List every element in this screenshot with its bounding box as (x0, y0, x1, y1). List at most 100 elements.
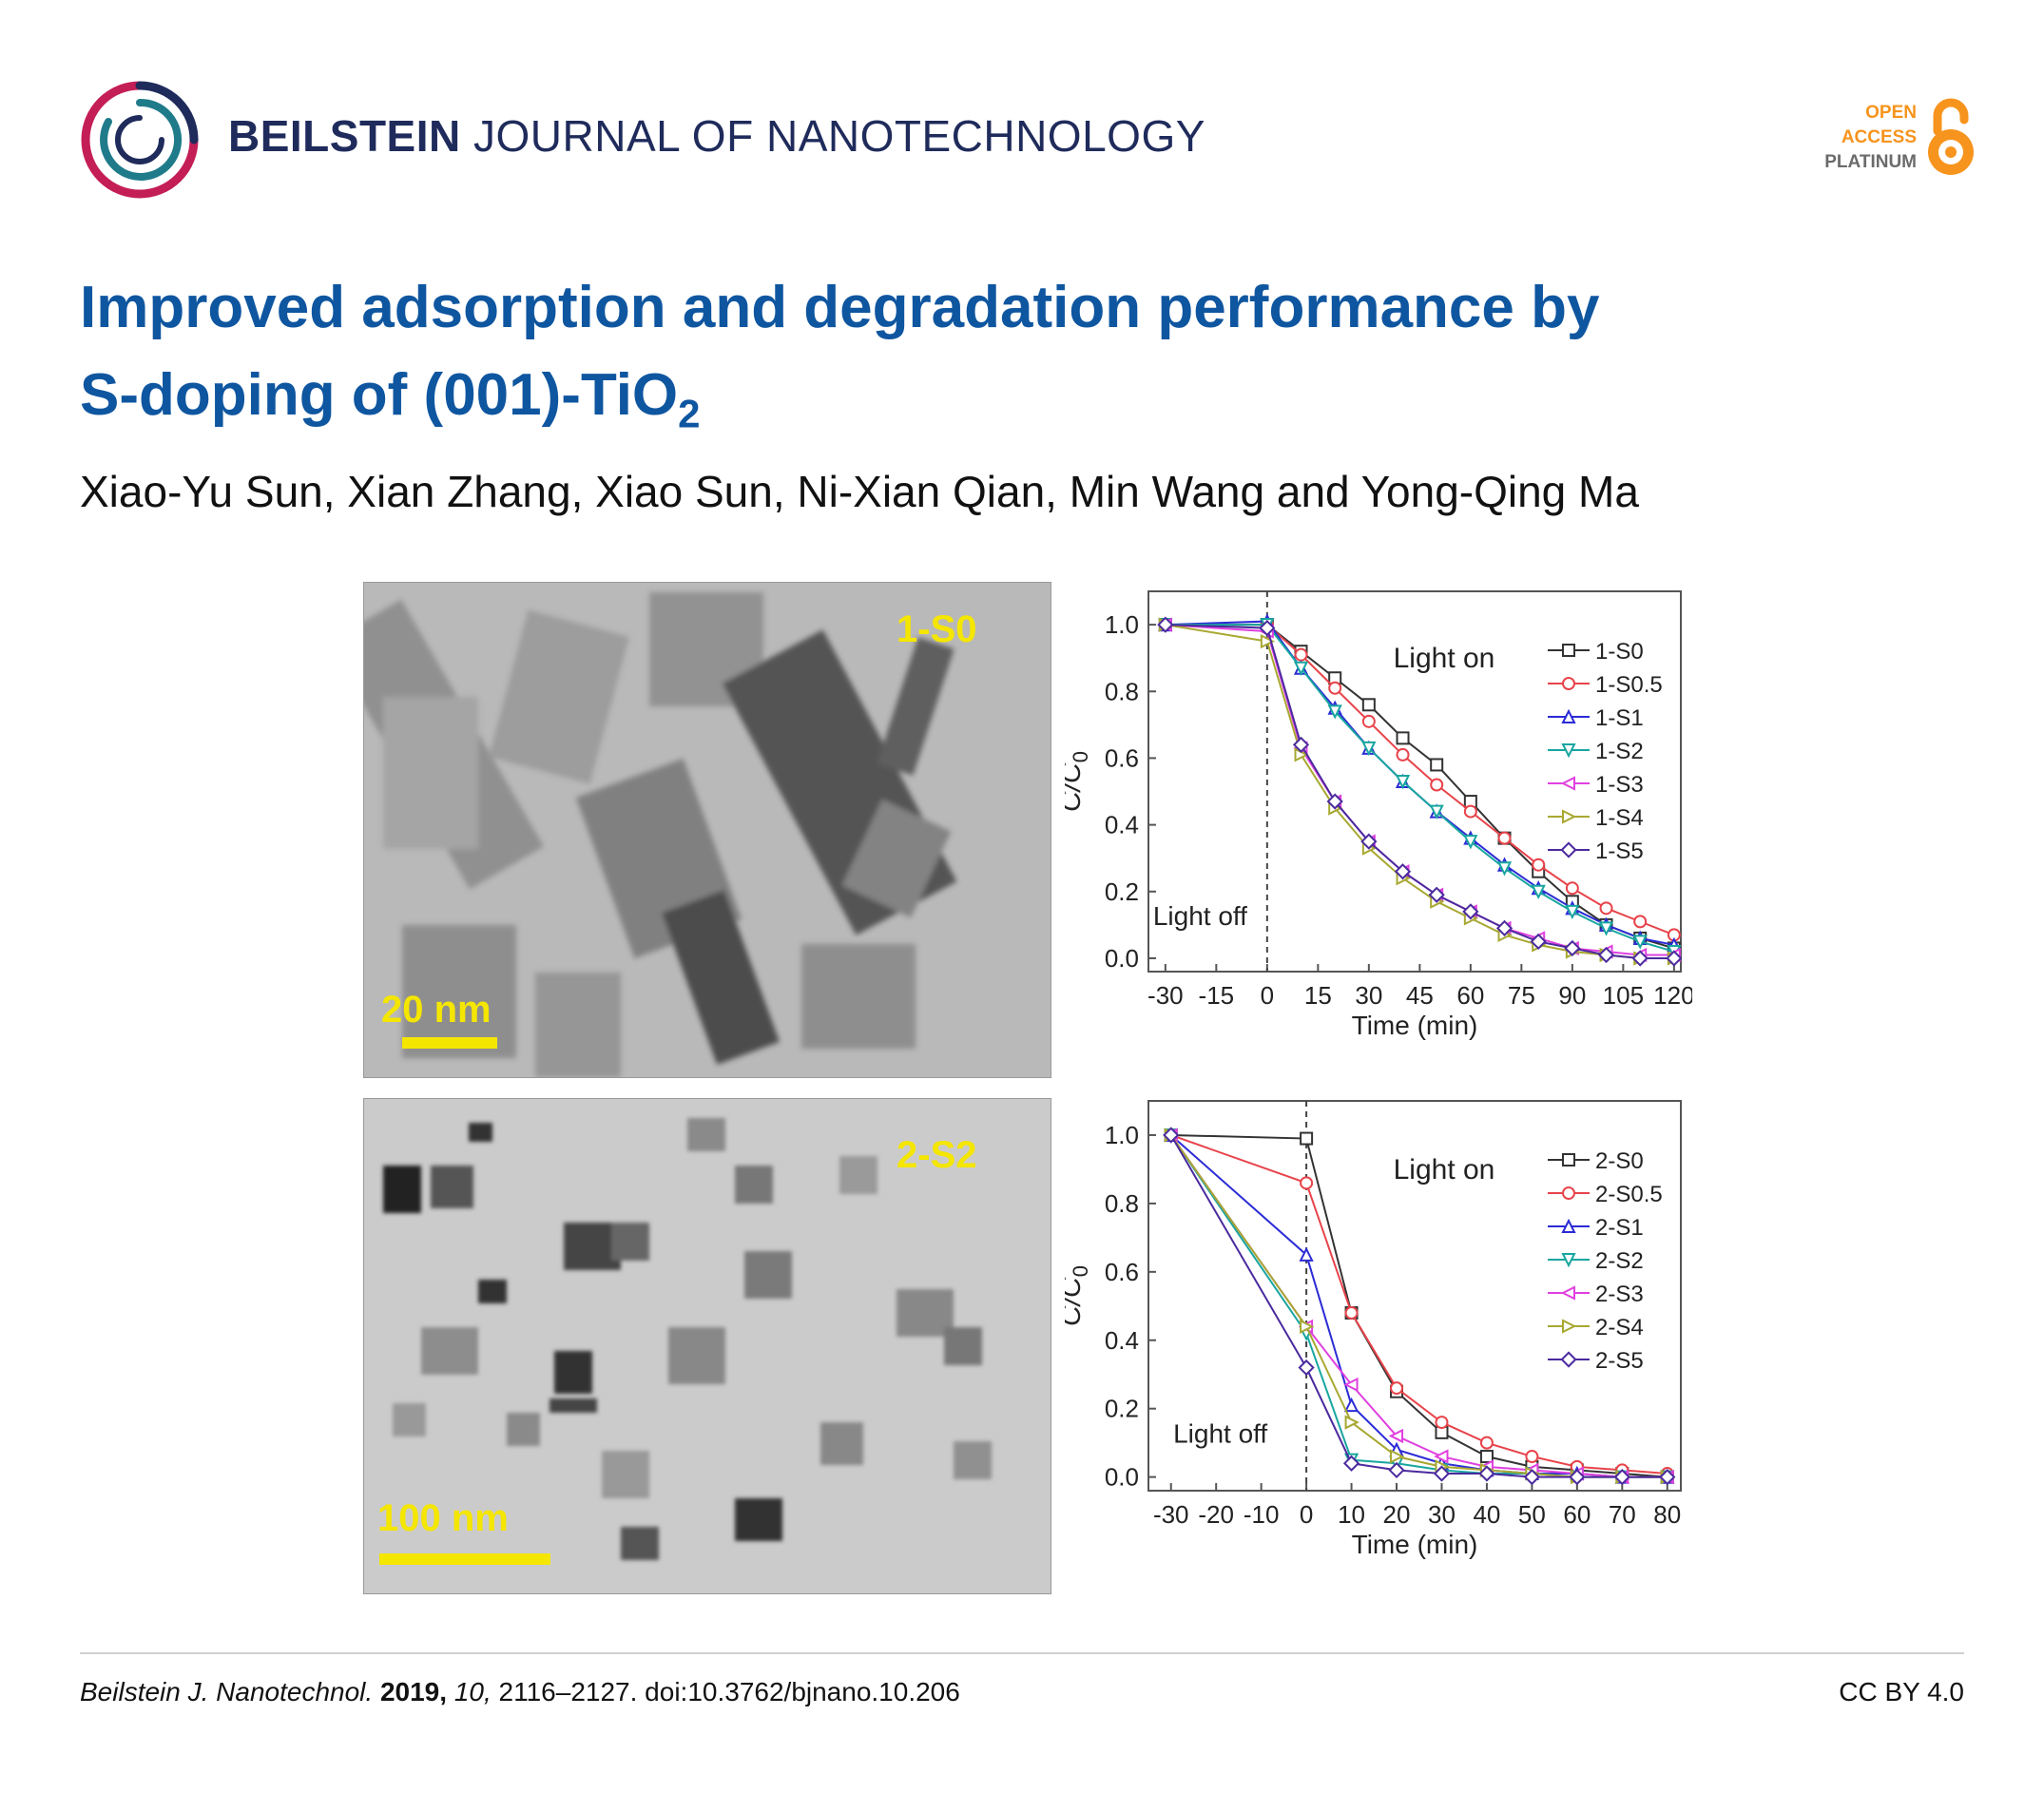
data-point-1-S5 (1666, 950, 1683, 967)
degradation-chart-1: 0.0 0.2 0.4 0.6 0.8 1.0 -30 -15 0 15 30 45 60 75 90 105… (1065, 590, 1692, 1040)
journal-name-light: JOURNAL OF NANOTECHNOLOGY (473, 111, 1205, 161)
data-point-1-S0.5 (1599, 901, 1613, 916)
data-point-2-S0.5 (1344, 1305, 1359, 1320)
data-point-2-S0.5 (1479, 1436, 1494, 1450)
x-tick-label: 15 (1304, 981, 1332, 1010)
data-point-1-S5 (1157, 616, 1174, 633)
data-point-2-S5 (1569, 1468, 1586, 1486)
tem-1-label: 1-S0 (897, 608, 977, 650)
oa-access: ACCESS (1841, 127, 1917, 147)
data-point-1-S0.5 (1430, 778, 1444, 792)
x-tick-label: 20 (1383, 1500, 1411, 1529)
x-tick-label: 60 (1563, 1500, 1591, 1529)
x-tick-label: 0 (1300, 1500, 1313, 1529)
legend-label: 1-S3 (1595, 772, 1644, 798)
legend-marker (1562, 1186, 1575, 1200)
data-point-1-S5 (1530, 933, 1547, 951)
tem-1-scale-bar (402, 1037, 497, 1049)
plot-frame (1147, 590, 1682, 973)
data-point-2-S3 (1388, 1428, 1404, 1444)
tem-image-2: 2-S2 100 nm (363, 1098, 1051, 1594)
legend-label: 2-S5 (1595, 1348, 1644, 1374)
data-point-2-S5 (1298, 1359, 1315, 1377)
data-point-1-S2 (1429, 804, 1444, 819)
legend-marker (1560, 1351, 1577, 1368)
y-tick-label: 0.6 (1105, 1258, 1139, 1286)
data-point-1-S5 (1428, 886, 1445, 903)
legend-marker (1560, 776, 1575, 791)
data-point-1-S0.5 (1361, 714, 1376, 728)
data-point-2-S5 (1388, 1461, 1405, 1479)
x-axis-label: Time (min) (1352, 1011, 1478, 1040)
data-point-1-S5 (1462, 903, 1479, 920)
x-tick-label: -10 (1244, 1500, 1280, 1529)
license: CC BY 4.0 (1839, 1677, 1964, 1706)
data-point-2-S0 (1479, 1450, 1494, 1464)
data-point-1-S5 (1292, 736, 1310, 754)
y-axis-label: C/C0 (1065, 751, 1092, 812)
data-point-1-S0 (1396, 731, 1410, 745)
data-point-1-S5 (1597, 946, 1615, 964)
x-tick-label: 70 (1609, 1500, 1636, 1529)
data-point-1-S2 (1531, 884, 1546, 900)
data-point-1-S0.5 (1463, 804, 1477, 819)
data-point-1-S2 (1395, 775, 1411, 790)
journal-name: BEILSTEIN JOURNAL OF NANOTECHNOLOGY (228, 110, 1205, 162)
data-point-1-S5 (1495, 919, 1514, 937)
open-access-badge: OPEN ACCESS PLATINUM (1759, 93, 1977, 184)
series-line-2-S5 (1169, 1134, 1668, 1478)
data-point-1-S0.5 (1396, 747, 1410, 762)
x-tick-label: 30 (1428, 1500, 1456, 1529)
data-point-1-S0.5 (1633, 915, 1648, 929)
oa-platinum: PLATINUM (1824, 152, 1917, 172)
title-line-2: S-doping of (001)-TiO (80, 362, 679, 428)
tem-image-1: 1-S0 20 nm (363, 582, 1051, 1078)
data-point-2-S0.5 (1390, 1381, 1404, 1396)
citation-volume: 10, (453, 1677, 492, 1706)
data-point-2-S4 (1390, 1449, 1405, 1464)
series-line-1-S2 (1165, 624, 1675, 953)
x-tick-label: 90 (1558, 981, 1586, 1010)
x-tick-label: 45 (1406, 981, 1434, 1010)
x-tick-label: -30 (1153, 1500, 1189, 1529)
data-point-2-S1 (1299, 1246, 1314, 1262)
annotation-light-on: Light on (1394, 643, 1495, 674)
tem-1-scale-label: 20 nm (381, 989, 492, 1031)
article-title: Improved adsorption and degradation perf… (80, 264, 1886, 457)
x-tick-label: 40 (1473, 1500, 1500, 1529)
data-point-2-S5 (1342, 1455, 1360, 1472)
x-axis-label: Time (min) (1352, 1530, 1478, 1559)
legend-label: 1-S4 (1595, 805, 1644, 831)
data-point-2-S1 (1343, 1397, 1359, 1413)
y-tick-label: 0.8 (1105, 1189, 1139, 1218)
y-tick-label: 0.0 (1105, 944, 1139, 973)
legend-marker (1562, 809, 1577, 824)
x-tick-label: 80 (1653, 1500, 1681, 1529)
title-line-1: Improved adsorption and degradation perf… (80, 275, 1600, 340)
annotation-light-on: Light on (1394, 1154, 1495, 1186)
data-point-2-S4 (1300, 1319, 1315, 1334)
data-point-2-S5 (1163, 1127, 1180, 1144)
legend-label: 1-S1 (1595, 705, 1644, 731)
y-tick-label: 0.4 (1105, 1326, 1139, 1355)
tem-2-scale-bar (379, 1553, 550, 1565)
tem-2-label: 2-S2 (897, 1134, 977, 1176)
data-point-1-S2 (1496, 861, 1513, 877)
y-tick-label: 0.0 (1105, 1463, 1139, 1492)
x-tick-label: 75 (1508, 981, 1535, 1010)
y-axis-label: C/C0 (1065, 1265, 1092, 1326)
y-tick-label: 0.4 (1105, 811, 1139, 839)
legend-label: 2-S4 (1595, 1315, 1644, 1340)
x-tick-label: 10 (1338, 1500, 1365, 1529)
legend-label: 2-S1 (1595, 1215, 1644, 1241)
data-point-1-S2 (1565, 904, 1580, 920)
y-tick-label: 0.2 (1105, 1395, 1139, 1423)
data-point-1-S5 (1631, 950, 1649, 967)
legend-label: 1-S0 (1595, 639, 1644, 665)
legend-marker (1561, 1218, 1576, 1233)
annotation-light-off: Light off (1153, 901, 1247, 931)
legend-marker (1562, 644, 1575, 657)
data-point-2-S5 (1613, 1468, 1630, 1486)
data-point-1-S2 (1463, 835, 1478, 850)
citation-year: 2019, (379, 1677, 448, 1706)
